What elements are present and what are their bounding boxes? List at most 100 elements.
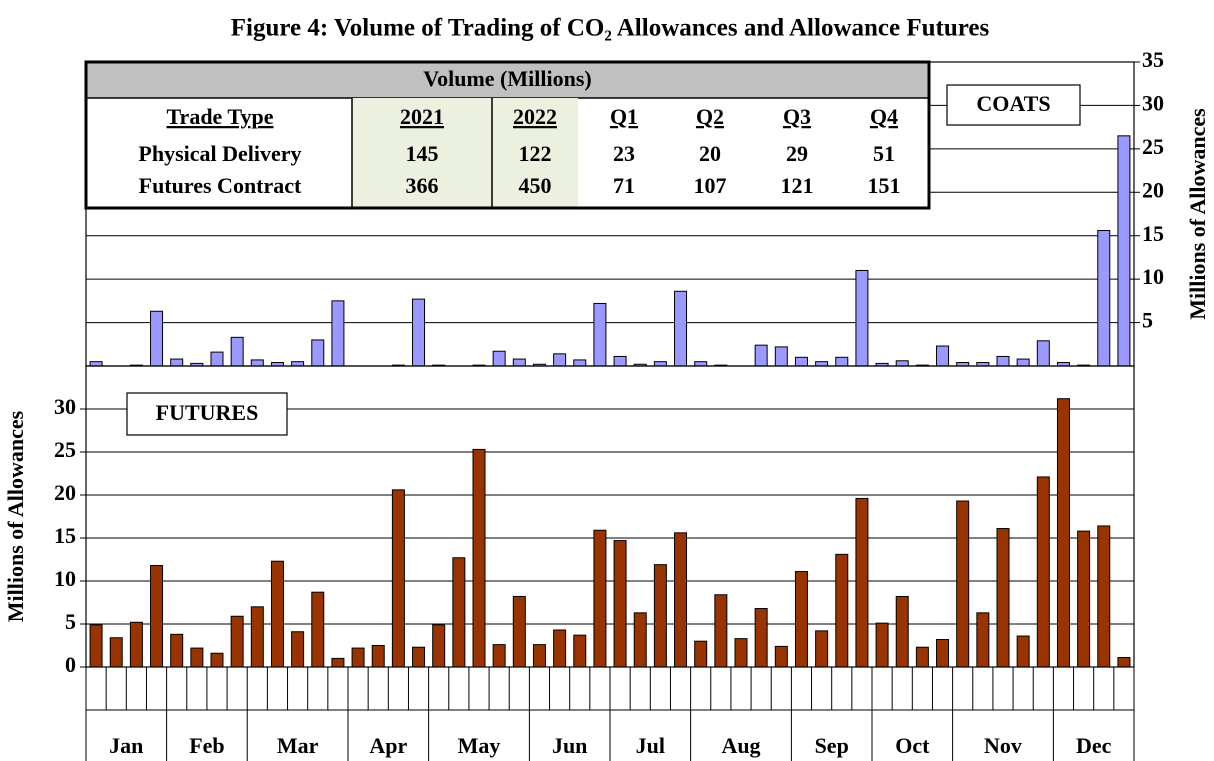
bar	[291, 631, 305, 668]
bar	[331, 300, 345, 367]
bar	[1036, 340, 1050, 367]
bar	[835, 553, 849, 668]
bar	[311, 591, 325, 668]
bar	[109, 637, 123, 668]
x-tick-label: Sep	[815, 733, 849, 758]
bar	[895, 595, 909, 668]
bar	[351, 647, 365, 668]
bar	[512, 358, 526, 367]
y-tick-label: 25	[54, 437, 76, 462]
y-tick-label: 15	[1142, 221, 1164, 246]
bar	[1056, 398, 1070, 668]
x-tick-label: May	[458, 733, 501, 758]
bar	[855, 269, 869, 367]
bar	[613, 355, 627, 367]
bar	[754, 344, 768, 367]
bar	[553, 353, 567, 367]
y-axis-label: Millions of Allowances	[1185, 108, 1210, 320]
table-cell: 20	[699, 141, 721, 166]
col-shade	[492, 98, 578, 208]
bar	[653, 361, 667, 367]
bar	[734, 638, 748, 668]
bar	[412, 646, 426, 668]
bar	[190, 647, 204, 668]
bar	[936, 638, 950, 668]
bar	[593, 302, 607, 367]
x-tick-label: Nov	[984, 733, 1022, 758]
bar	[573, 359, 587, 367]
table-cell: 121	[781, 173, 814, 198]
bar	[633, 612, 647, 668]
bar	[794, 571, 808, 668]
table-cell: Physical Delivery	[138, 141, 301, 166]
y-tick-label: 30	[1142, 90, 1164, 115]
bar	[875, 622, 889, 668]
bar	[250, 606, 264, 668]
bar	[270, 560, 284, 668]
y-tick-label: 10	[1142, 264, 1164, 289]
y-tick-label: 5	[65, 609, 76, 634]
bar	[956, 500, 970, 668]
x-tick-label: Feb	[189, 733, 224, 758]
bar	[613, 540, 627, 668]
bar	[230, 336, 244, 367]
column-header: Q1	[610, 104, 638, 129]
x-tick-label: Jul	[636, 733, 665, 758]
x-tick-label: Jun	[552, 733, 587, 758]
table-cell: 29	[786, 141, 808, 166]
table-cell: 51	[873, 141, 895, 166]
bar	[835, 356, 849, 367]
panel-label: COATS	[976, 91, 1050, 116]
bar	[412, 298, 426, 367]
x-tick-label: Mar	[277, 733, 319, 758]
table-cell: 450	[519, 173, 552, 198]
bar	[150, 565, 164, 668]
table-cell: 107	[694, 173, 727, 198]
y-tick-label: 20	[1142, 177, 1164, 202]
panel-label-box	[946, 84, 1081, 126]
table-header: Volume (Millions)	[423, 66, 591, 91]
bar	[573, 634, 587, 668]
bar	[170, 633, 184, 668]
bar	[331, 657, 345, 668]
bar	[674, 532, 688, 668]
bar	[1016, 358, 1030, 367]
bar	[936, 345, 950, 367]
bar	[492, 350, 506, 367]
x-tick-label: Jan	[109, 733, 143, 758]
column-header: Q2	[696, 104, 724, 129]
y-tick-label: 35	[1142, 47, 1164, 72]
bar	[976, 612, 990, 668]
bar	[210, 351, 224, 367]
table-cell: 71	[613, 173, 635, 198]
y-axis-label: Millions of Allowances	[3, 410, 28, 622]
bar	[89, 361, 103, 367]
bar	[452, 557, 466, 668]
bar	[1097, 525, 1111, 668]
bar	[915, 646, 929, 668]
bar	[855, 497, 869, 668]
bar	[714, 594, 728, 668]
bar	[694, 361, 708, 367]
bar	[1117, 657, 1131, 668]
bar	[996, 355, 1010, 367]
table-cell: 151	[868, 173, 901, 198]
bar	[815, 630, 829, 668]
x-tick-label: Apr	[369, 733, 407, 758]
bar	[1016, 635, 1030, 668]
bar	[311, 339, 325, 367]
bar	[170, 358, 184, 367]
bar	[512, 595, 526, 668]
panel-label: FUTURES	[156, 400, 259, 425]
bar	[895, 360, 909, 367]
bar	[553, 629, 567, 668]
y-tick-label: 15	[54, 523, 76, 548]
table-cell: Futures Contract	[139, 173, 302, 198]
table-header-bg	[85, 61, 930, 99]
bar	[996, 528, 1010, 668]
bar	[774, 346, 788, 367]
table-frame	[84, 60, 931, 210]
chart-title: Figure 4: Volume of Trading of CO₂ Allow…	[231, 15, 990, 42]
table-cell: 23	[613, 141, 635, 166]
